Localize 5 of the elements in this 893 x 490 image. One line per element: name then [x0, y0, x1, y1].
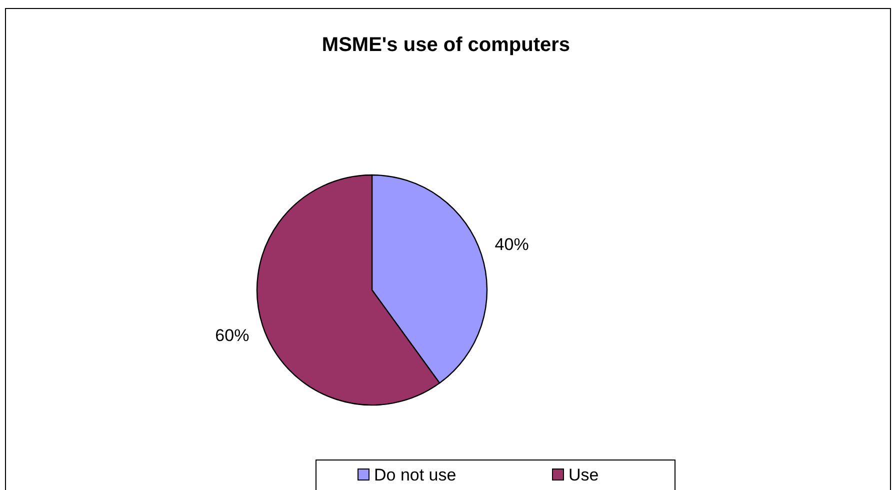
data-label: 60%: [215, 326, 250, 345]
chart-title: MSME's use of computers: [322, 34, 570, 56]
data-label: 40%: [494, 235, 529, 254]
legend-label: Use: [568, 466, 599, 484]
legend-label: Do not use: [374, 466, 456, 484]
